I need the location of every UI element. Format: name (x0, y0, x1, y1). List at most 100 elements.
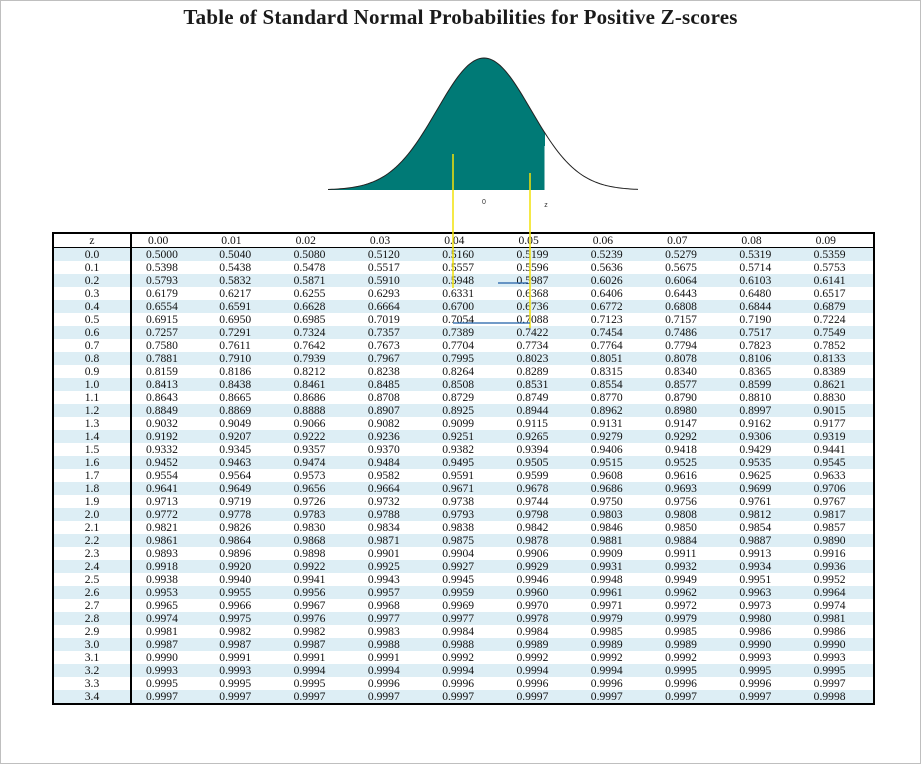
probability-cell: 0.8531 (516, 377, 549, 391)
probability-cell: 0.9941 (293, 572, 326, 586)
z-value-cell: 2.0 (53, 508, 132, 521)
probability-cell: 0.9222 (293, 429, 326, 443)
probability-cell: 0.9996 (665, 676, 697, 690)
probability-cell: 0.9938 (146, 572, 178, 586)
probability-cell: 0.7389 (442, 325, 475, 339)
probability-cell: 0.8686 (293, 390, 326, 404)
probability-cell: 0.7673 (367, 338, 400, 352)
z-value-cell: 2.9 (53, 625, 132, 638)
probability-cell: 0.9987 (219, 637, 252, 651)
probability-cell: 0.9382 (442, 442, 475, 456)
probability-cell: 0.5080 (293, 247, 326, 261)
z-value-cell: 3.0 (53, 638, 132, 651)
probability-cell: 0.9992 (590, 650, 623, 664)
probability-cell: 0.9995 (293, 676, 326, 690)
probability-cell: 0.7517 (739, 325, 772, 339)
probability-cell: 0.9997 (516, 689, 549, 703)
table-row: 0.9 0.8159 0.8186 0.8212 0.8238 0.8264 0.8289 0… (53, 365, 874, 378)
table-row: 2.9 0.9981 0.9982 0.9982 0.9983 0.9984 0.9984 0… (53, 625, 874, 638)
probability-cell: 0.9236 (367, 429, 400, 443)
probability-cell: 0.5000 (146, 247, 178, 261)
probability-cell: 0.9946 (516, 572, 549, 586)
probability-cell: 0.9505 (516, 455, 549, 469)
probability-cell: 0.9995 (219, 676, 252, 690)
probability-cell: 0.6772 (590, 299, 623, 313)
z-value-cell: 1.2 (53, 404, 132, 417)
probability-cell: 0.6985 (293, 312, 326, 326)
probability-cell: 0.9993 (739, 650, 772, 664)
column-header: 0.07 (651, 233, 726, 248)
table-row: 3.1 0.9990 0.9991 0.9991 0.9991 0.9992 0.9992 0… (53, 651, 874, 664)
probability-cell: 0.8485 (367, 377, 400, 391)
probability-cell: 0.9997 (367, 689, 400, 703)
probability-cell: 0.8962 (590, 403, 623, 417)
z-value-cell: 2.1 (53, 521, 132, 534)
probability-cell: 0.7190 (739, 312, 772, 326)
probability-cell: 0.5398 (146, 260, 178, 274)
z-value-cell: 0.2 (53, 274, 132, 287)
probability-cell: 0.9998 (813, 689, 846, 703)
probability-cell: 0.9778 (219, 507, 252, 521)
probability-cell: 0.9082 (367, 416, 400, 430)
probability-cell: 0.8159 (146, 364, 178, 378)
table-row: 2.1 0.9821 0.9826 0.9830 0.9834 0.9838 0.9842 0… (53, 521, 874, 534)
probability-cell: 0.5910 (367, 273, 400, 287)
probability-cell: 0.9934 (739, 559, 772, 573)
probability-cell: 0.8729 (442, 390, 475, 404)
probability-cell: 0.9990 (813, 637, 846, 651)
probability-cell: 0.9975 (219, 611, 252, 625)
probability-cell: 0.5871 (293, 273, 326, 287)
probability-cell: 0.5239 (590, 247, 623, 261)
probability-cell: 0.6331 (442, 286, 475, 300)
probability-cell: 0.9846 (590, 520, 623, 534)
column-header: 0.04 (428, 233, 503, 248)
probability-cell: 0.9997 (442, 689, 475, 703)
probability-cell: 0.9995 (813, 663, 846, 677)
probability-cell: 0.8554 (590, 377, 623, 391)
probability-cell: 0.9982 (293, 624, 326, 638)
probability-cell: 0.7486 (665, 325, 697, 339)
probability-cell: 0.8023 (516, 351, 549, 365)
probability-cell: 0.8665 (219, 390, 252, 404)
probability-cell: 0.7054 (442, 312, 475, 326)
probability-cell: 0.8238 (367, 364, 400, 378)
probability-cell: 0.7257 (146, 325, 178, 339)
probability-cell: 0.9732 (367, 494, 400, 508)
probability-cell: 0.9857 (813, 520, 846, 534)
probability-cell: 0.9803 (590, 507, 623, 521)
probability-cell: 0.9898 (293, 546, 326, 560)
probability-cell: 0.7881 (146, 351, 178, 365)
header-row: z 0.00 0.01 0.02 0.03 0.04 0.05 0.06 0.07 0.08 0.… (53, 233, 874, 248)
probability-cell: 0.9969 (442, 598, 475, 612)
probability-cell: 0.9987 (293, 637, 326, 651)
probability-cell: 0.9982 (219, 624, 252, 638)
probability-cell: 0.9992 (665, 650, 697, 664)
probability-cell: 0.7642 (293, 338, 326, 352)
probability-cell: 0.9986 (813, 624, 846, 638)
probability-cell: 0.5636 (590, 260, 623, 274)
probability-cell: 0.8438 (219, 377, 252, 391)
probability-cell: 0.9997 (219, 689, 252, 703)
probability-cell: 0.5160 (442, 247, 475, 261)
table-row: 1.1 0.8643 0.8665 0.8686 0.8708 0.8729 0.8749 0… (53, 391, 874, 404)
probability-cell: 0.9719 (219, 494, 252, 508)
probability-cell: 0.8925 (442, 403, 475, 417)
probability-cell: 0.5675 (665, 260, 697, 274)
probability-cell: 0.8810 (739, 390, 772, 404)
probability-cell: 0.9994 (442, 663, 475, 677)
probability-cell: 0.9884 (665, 533, 697, 547)
probability-cell: 0.9948 (590, 572, 623, 586)
table-row: 2.5 0.9938 0.9940 0.9941 0.9943 0.9945 0.9946 0… (53, 573, 874, 586)
probability-cell: 0.9788 (367, 507, 400, 521)
probability-cell: 0.7123 (590, 312, 623, 326)
probability-cell: 0.9981 (813, 611, 846, 625)
probability-cell: 0.8461 (293, 377, 326, 391)
probability-cell: 0.6480 (739, 286, 772, 300)
probability-cell: 0.6664 (367, 299, 400, 313)
probability-cell: 0.8621 (813, 377, 846, 391)
probability-cell: 0.8106 (739, 351, 772, 365)
probability-cell: 0.5753 (813, 260, 846, 274)
table-row: 0.0 0.5000 0.5040 0.5080 0.5120 0.5160 0.5199 0… (53, 247, 874, 261)
probability-cell: 0.9931 (590, 559, 623, 573)
probability-cell: 0.8133 (813, 351, 846, 365)
